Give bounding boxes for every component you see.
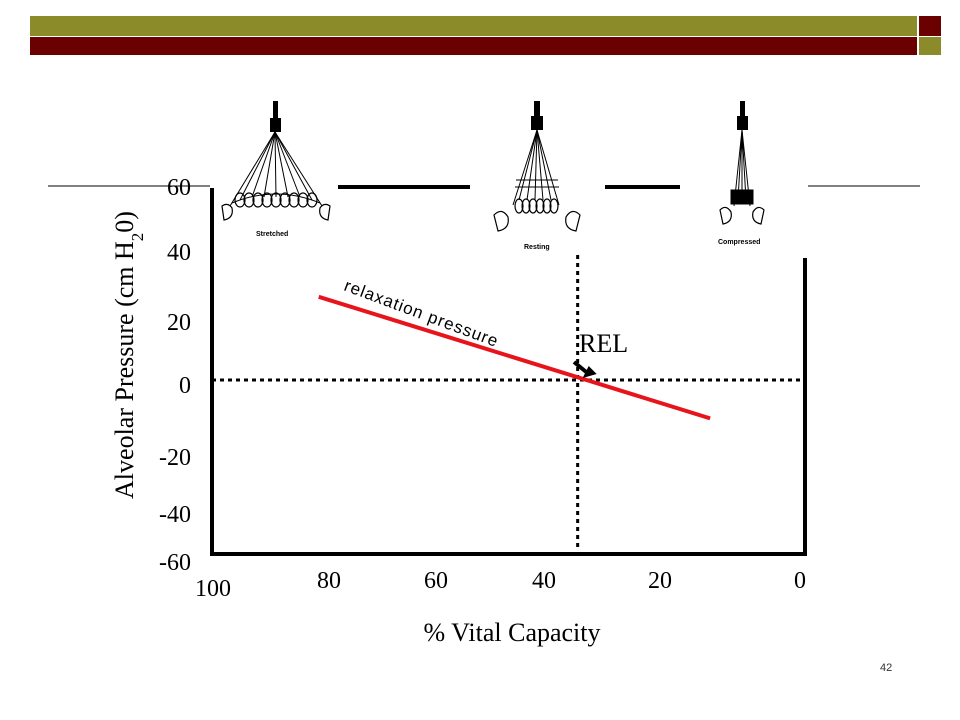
x-tick-label: 0	[794, 568, 806, 594]
rel-label: REL	[579, 329, 628, 358]
header-maroon-bar	[30, 37, 917, 55]
y-tick-label: -60	[159, 550, 191, 576]
y-axis-title-subscript: 2	[128, 233, 147, 242]
x-tick-label: 100	[195, 576, 231, 602]
relaxation-pressure-label: relaxation pressure	[342, 276, 502, 351]
stretched-spring-illustration: Stretched	[221, 101, 331, 238]
y-tick-label: -20	[159, 445, 191, 471]
y-axis-title-main: Alveolar Pressure (cm H	[110, 241, 139, 499]
rel-arrow-head	[582, 366, 597, 378]
compressed-label: Compressed	[718, 239, 760, 246]
series-layer	[318, 294, 711, 421]
stretched-label: Stretched	[256, 231, 288, 238]
resting-spring-illustration: Resting	[493, 101, 581, 251]
x-tick-label: 80	[317, 568, 341, 594]
axes-layer	[210, 188, 807, 556]
y-tick-label: 60	[167, 175, 191, 201]
header-square-bottom	[919, 37, 941, 55]
x-axis-title: % Vital Capacity	[423, 618, 600, 647]
relaxation-pressure-line	[318, 294, 711, 421]
page-number: 42	[880, 662, 893, 674]
header-olive-bar	[30, 16, 917, 36]
y-axis-title: Alveolar Pressure (cm H20)	[110, 211, 147, 499]
header-square-top	[919, 16, 941, 36]
y-tick-label: -40	[159, 502, 191, 528]
compressed-spring-illustration: Compressed	[718, 101, 765, 246]
x-tick-label: 20	[648, 568, 672, 594]
y-axis-title-end: 0)	[110, 211, 139, 233]
y-tick-label: 0	[179, 373, 191, 399]
x-tick-label: 60	[424, 568, 448, 594]
y-tick-label: 40	[167, 240, 191, 266]
x-tick-label: 40	[532, 568, 556, 594]
resting-label: Resting	[524, 244, 550, 251]
y-tick-label: 20	[167, 310, 191, 336]
